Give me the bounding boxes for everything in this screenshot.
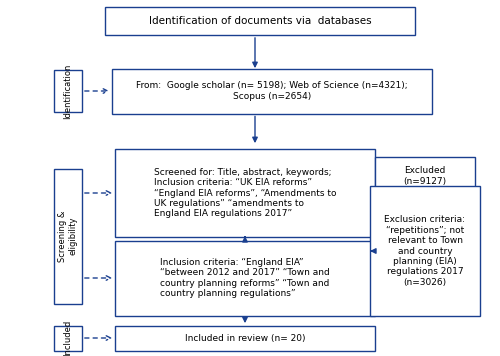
Bar <box>115 241 375 315</box>
Text: Excluded
(n=9127): Excluded (n=9127) <box>404 166 446 186</box>
Text: Screened for: Title, abstract, keywords;
Inclusion criteria: “UK EIA reforms”
“E: Screened for: Title, abstract, keywords;… <box>154 168 336 218</box>
Text: Identification: Identification <box>64 63 72 119</box>
Text: Included in review (n= 20): Included in review (n= 20) <box>185 334 305 342</box>
Bar <box>115 149 375 237</box>
Text: Screening &
eligibility: Screening & eligibility <box>58 210 78 262</box>
Bar <box>105 7 415 35</box>
Bar <box>54 168 82 304</box>
Text: Identification of documents via  databases: Identification of documents via database… <box>148 16 372 26</box>
Text: Inclusion criteria: “England EIA”
“between 2012 and 2017” “Town and
country plan: Inclusion criteria: “England EIA” “betwe… <box>160 258 330 298</box>
Bar <box>115 325 375 351</box>
Bar <box>54 325 82 351</box>
Bar <box>370 186 480 316</box>
Text: From:  Google scholar (n= 5198); Web of Science (n=4321);
Scopus (n=2654): From: Google scholar (n= 5198); Web of S… <box>136 81 408 101</box>
Text: Exclusion criteria:
“repetitions”; not
relevant to Town
and country
planning (EI: Exclusion criteria: “repetitions”; not r… <box>384 215 466 287</box>
Text: Included: Included <box>64 320 72 356</box>
Bar <box>375 157 475 195</box>
Bar <box>112 68 432 114</box>
Bar <box>54 70 82 112</box>
